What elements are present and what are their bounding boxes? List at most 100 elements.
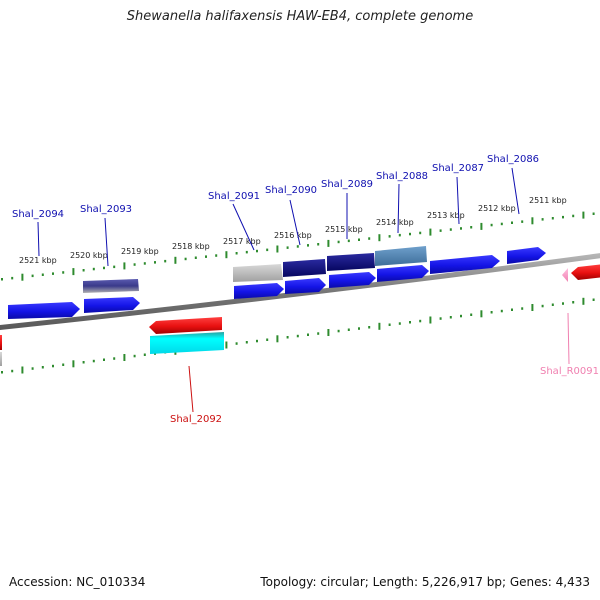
- gene-label-shal-2088[interactable]: Shal_2088: [376, 171, 428, 182]
- scale-minor-tick: [245, 341, 248, 344]
- kbp-label: 2514 kbp: [376, 218, 414, 227]
- gene-box: [0, 352, 2, 366]
- kbp-label: 2512 kbp: [478, 204, 516, 213]
- scale-minor-tick: [347, 328, 350, 331]
- scale-minor-tick: [103, 358, 105, 361]
- kbp-labels: 2521 kbp 2520 kbp 2519 kbp 2518 kbp 2517…: [19, 196, 567, 265]
- outer-gene-row: [83, 246, 427, 293]
- gene-label-shal-2089[interactable]: Shal_2089: [321, 179, 373, 190]
- gene-label-shal-2094[interactable]: Shal_2094: [12, 209, 64, 220]
- scale-minor-tick: [358, 327, 360, 330]
- gene-label-shal-2087[interactable]: Shal_2087: [432, 163, 484, 174]
- scale-minor-tick: [184, 257, 187, 261]
- forward-gene-arrow: [8, 302, 80, 319]
- scale-minor-tick: [133, 354, 136, 358]
- forward-gene-arrow: [507, 247, 546, 264]
- scale-minor-tick: [511, 221, 513, 224]
- scale-minor-tick: [460, 227, 462, 230]
- scale-minor-tick: [31, 367, 34, 370]
- scale-minor-tick: [1, 278, 3, 281]
- scale-minor-tick: [296, 245, 299, 248]
- reverse-gene-arrow: [571, 264, 600, 280]
- scale-minor-tick: [307, 244, 309, 247]
- scale-minor-tick: [541, 304, 544, 308]
- gene-box: [233, 264, 283, 282]
- gene-label-shal-2093[interactable]: Shal_2093: [80, 204, 132, 215]
- connector-line: [289, 199, 301, 246]
- reverse-gene-arrow: [149, 317, 222, 334]
- scale-minor-tick: [572, 214, 575, 218]
- scale-minor-tick: [398, 233, 401, 237]
- reverse-gene-row: [0, 264, 600, 366]
- scale-major-tick: [480, 310, 483, 318]
- scale-major-tick: [123, 354, 126, 361]
- inner-scale-track: [1, 297, 595, 374]
- scale-minor-tick: [490, 223, 493, 227]
- scale-major-tick: [276, 335, 279, 343]
- gene-box: [375, 246, 427, 266]
- scale-minor-tick: [500, 222, 503, 226]
- scale-minor-tick: [460, 314, 462, 318]
- scale-minor-tick: [317, 332, 320, 335]
- scale-minor-tick: [368, 237, 371, 240]
- scale-minor-tick: [286, 336, 289, 339]
- scale-major-tick: [429, 228, 432, 236]
- scale-major-tick: [174, 256, 177, 264]
- forward-gene-arrow: [285, 278, 326, 294]
- scale-minor-tick: [562, 215, 564, 219]
- scale-minor-tick: [266, 248, 269, 252]
- scale-minor-tick: [164, 259, 167, 263]
- connector-line: [188, 365, 194, 413]
- gene-label-shal-2091[interactable]: Shal_2091: [208, 191, 260, 202]
- gene-label-shal-2086[interactable]: Shal_2086: [487, 154, 539, 165]
- scale-minor-tick: [92, 359, 95, 363]
- scale-minor-tick: [235, 342, 238, 345]
- kbp-label: 2513 kbp: [427, 211, 465, 220]
- scale-major-tick: [378, 234, 381, 242]
- kbp-label: 2520 kbp: [70, 251, 108, 260]
- gene-box: [150, 332, 224, 354]
- accession-text: Accession: NC_010334: [9, 575, 146, 589]
- forward-gene-arrow: [430, 255, 500, 274]
- connector-line: [567, 312, 570, 365]
- scale-major-tick: [582, 297, 585, 305]
- reverse-gene-arrow: [0, 335, 2, 350]
- scale-minor-tick: [470, 226, 473, 229]
- scale-minor-tick: [439, 317, 442, 320]
- scale-major-tick: [21, 273, 24, 281]
- topology-summary: Topology: circular; Length: 5,226,917 bp…: [260, 575, 590, 589]
- scale-minor-tick: [11, 369, 14, 373]
- scale-minor-tick: [307, 333, 309, 336]
- outer-scale-track: [1, 211, 595, 281]
- kbp-label: 2515 kbp: [325, 225, 363, 234]
- kbp-label: 2516 kbp: [274, 231, 312, 240]
- kbp-label: 2521 kbp: [19, 256, 57, 265]
- scale-minor-tick: [143, 262, 146, 265]
- connector-line: [456, 176, 460, 225]
- gene-box: [283, 259, 326, 277]
- scale-minor-tick: [41, 366, 44, 369]
- scale-minor-tick: [143, 353, 146, 356]
- scale-minor-tick: [368, 326, 371, 329]
- kbp-label: 2511 kbp: [529, 196, 567, 205]
- gene-label-shal-r0091[interactable]: Shal_R0091: [540, 366, 599, 377]
- scale-minor-tick: [286, 246, 289, 249]
- scale-major-tick: [327, 329, 330, 336]
- scale-minor-tick: [347, 239, 350, 243]
- scale-major-tick: [21, 366, 24, 374]
- scale-minor-tick: [562, 302, 564, 305]
- scale-major-tick: [123, 262, 126, 270]
- gene-label-shal-2092[interactable]: Shal_2092: [170, 414, 222, 425]
- scale-minor-tick: [154, 261, 156, 264]
- scale-minor-tick: [52, 272, 54, 275]
- scale-minor-tick: [500, 309, 503, 313]
- gene-label-shal-2090[interactable]: Shal_2090: [265, 185, 317, 196]
- scale-minor-tick: [113, 265, 116, 269]
- map-title: Shewanella halifaxensis HAW-EB4, complet…: [126, 9, 474, 24]
- scale-minor-tick: [113, 357, 116, 360]
- label-connectors: [37, 167, 570, 413]
- scale-minor-tick: [409, 321, 411, 324]
- scale-minor-tick: [52, 364, 54, 368]
- scale-minor-tick: [133, 263, 136, 266]
- kbp-label: 2517 kbp: [223, 237, 261, 246]
